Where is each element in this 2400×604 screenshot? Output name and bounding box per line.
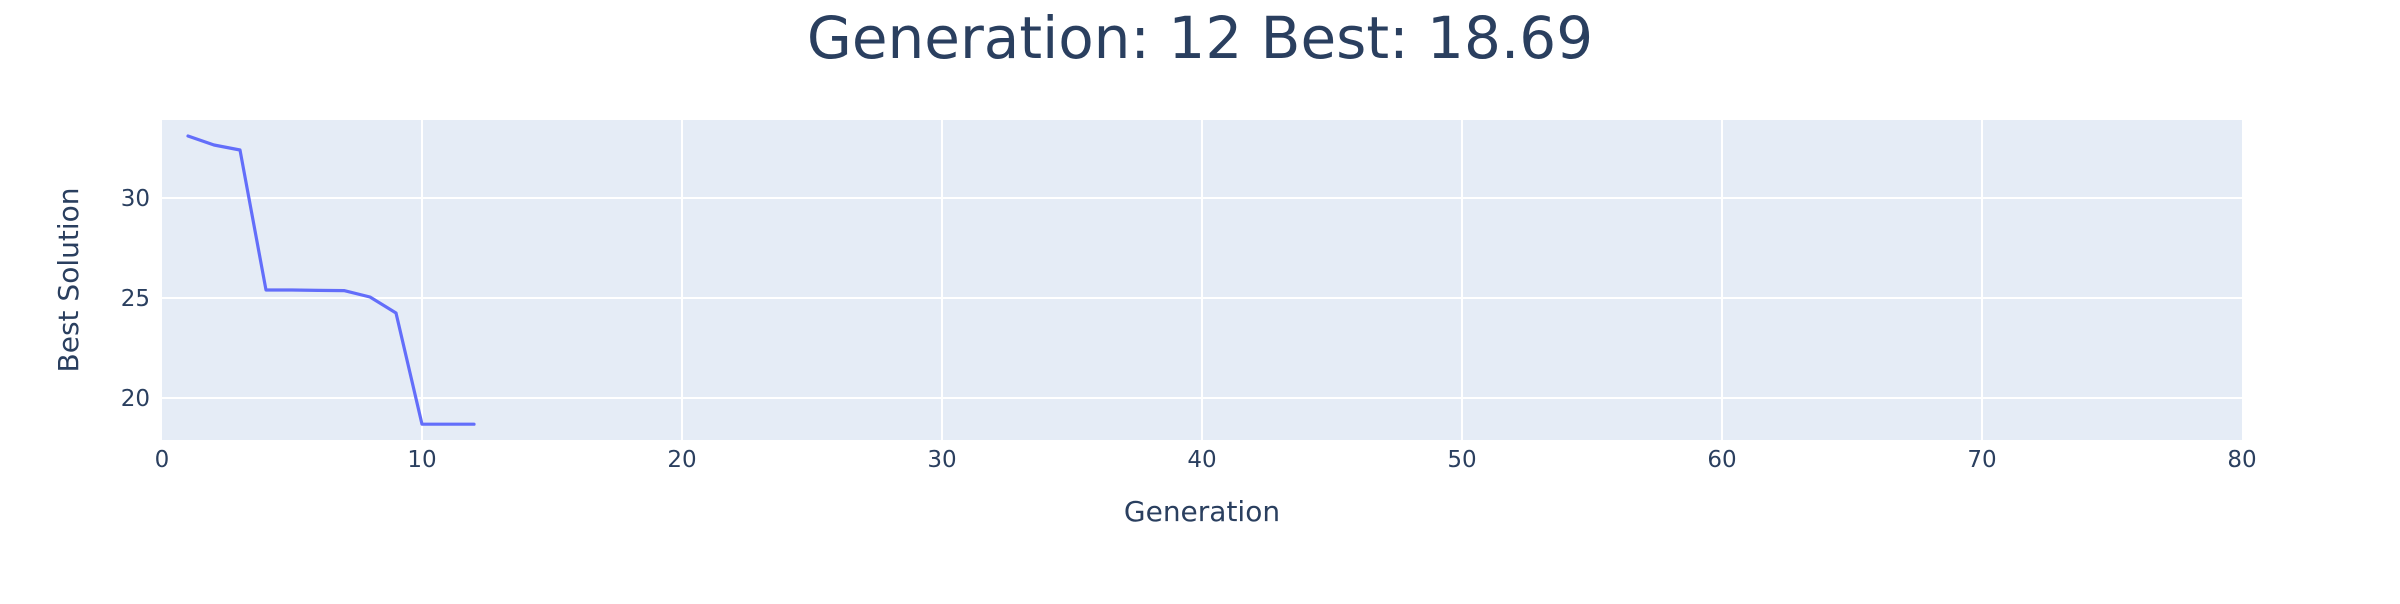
x-tick-labels: 0 10 20 30 40 50 60 70 80 <box>155 447 2257 473</box>
y-axis-title: Best Solution <box>52 188 85 373</box>
x-tick-label: 70 <box>1967 447 1996 473</box>
x-tick-label: 80 <box>2227 447 2256 473</box>
y-tick-label: 25 <box>121 286 150 312</box>
x-tick-label: 30 <box>927 447 956 473</box>
x-gridlines <box>421 120 1983 440</box>
y-tick-label: 20 <box>121 386 150 412</box>
series-layer <box>186 134 476 426</box>
x-tick-label: 20 <box>667 447 696 473</box>
y-tick-label: 30 <box>121 186 150 212</box>
x-tick-label: 10 <box>407 447 436 473</box>
x-tick-label: 40 <box>1187 447 1216 473</box>
x-tick-label: 50 <box>1447 447 1476 473</box>
y-tick-labels: 20 25 30 <box>121 186 150 412</box>
x-tick-label: 60 <box>1707 447 1736 473</box>
x-axis-title: Generation <box>1124 495 1280 528</box>
chart-title: Generation: 12 Best: 18.69 <box>807 4 1593 72</box>
y-gridlines <box>162 197 2242 399</box>
series-line <box>186 134 476 426</box>
x-tick-label: 0 <box>155 447 170 473</box>
